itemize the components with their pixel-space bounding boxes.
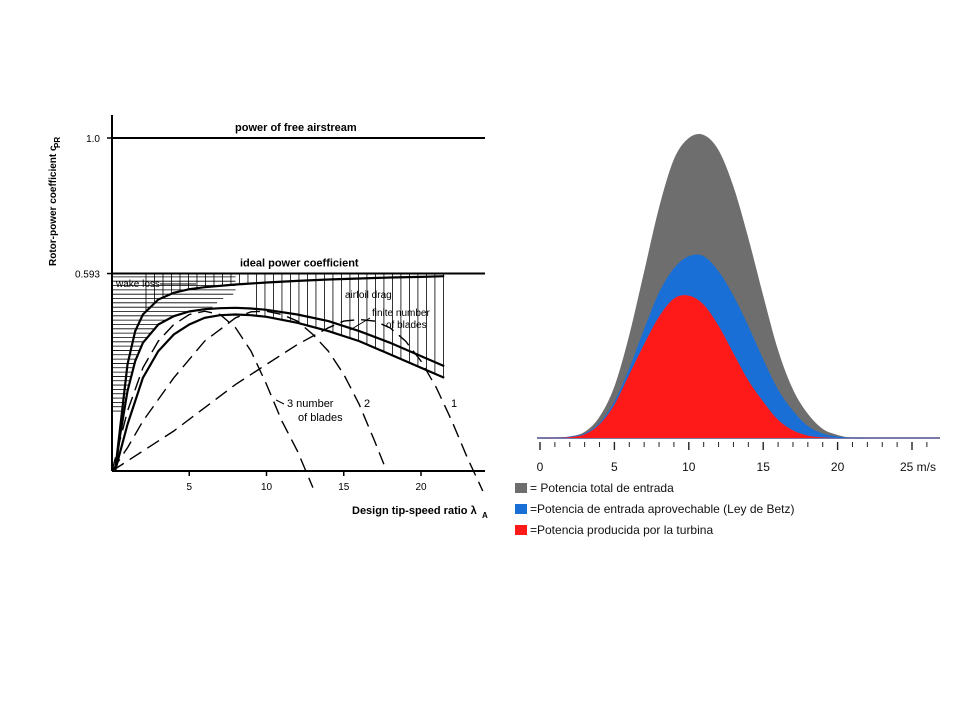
annotation-leader (275, 399, 285, 405)
legend-swatch-betz (515, 503, 527, 514)
legend-item-total: = Potencia total de entrada (515, 478, 795, 497)
y-tick-label: 1.0 (86, 134, 100, 145)
y-tick-label: 0.593 (75, 270, 100, 281)
reference-line-label: power of free airstream (235, 122, 357, 134)
curves (112, 275, 484, 491)
x-tick-label: 15 (338, 482, 350, 493)
annotation-of-blades: of blades (386, 320, 427, 331)
annotation-wake-loss: wake loss (115, 279, 160, 290)
annotation-leader (349, 317, 371, 331)
annotation-3-number: 3 number (287, 398, 334, 410)
x-tick-label: 10 (261, 482, 273, 493)
annotation-of-blades-2: of blades (298, 412, 343, 424)
annotation-1: 1 (451, 398, 457, 410)
x-tick-label: 5 (611, 460, 618, 474)
legend-label-betz: =Potencia de entrada aprovechable (Ley d… (530, 501, 795, 516)
x-tick-label: 5 (186, 482, 192, 493)
y-axis-label: Rotor-power coefficient c (48, 145, 59, 266)
reference-line-label: ideal power coefficient (240, 258, 359, 270)
x-tick-label: 15 (757, 460, 771, 474)
x-tick-label: 0 (537, 460, 544, 474)
legend-swatch-turbine (515, 524, 527, 535)
legend-label-total: = Potencia total de entrada (530, 480, 674, 495)
series-line-1 (112, 318, 484, 491)
series-line-3 (112, 310, 314, 488)
x-tick-label: 20 (415, 482, 427, 493)
series-line-finite-number-of-blades (114, 313, 445, 472)
legend-item-turbine: =Potencia producida por la turbina (515, 520, 795, 539)
legend: = Potencia total de entrada =Potencia de… (515, 478, 795, 541)
x-tick-label: 20 (831, 460, 845, 474)
legend-item-betz: =Potencia de entrada aprovechable (Ley d… (515, 499, 795, 518)
series-line-wake-loss (114, 275, 445, 472)
x-tick-label: 25 m/s (900, 460, 936, 474)
annotation-finite-number: finite number (372, 308, 430, 319)
annotation-2: 2 (364, 398, 370, 410)
annotation-airfoil-drag: airfoil drag (345, 290, 392, 301)
legend-label-turbine: =Potencia producida por la turbina (530, 522, 714, 537)
legend-swatch-total (515, 482, 527, 493)
x-axis-label-subscript: A (482, 511, 488, 520)
x-axis-label: Design tip-speed ratio λ (352, 505, 477, 517)
series-line-airfoil-drag (114, 306, 445, 472)
series-line-2 (112, 310, 385, 472)
area-series-2 (540, 295, 912, 439)
x-tick-label: 10 (682, 460, 696, 474)
y-axis-label-subscript: PR (53, 137, 62, 148)
